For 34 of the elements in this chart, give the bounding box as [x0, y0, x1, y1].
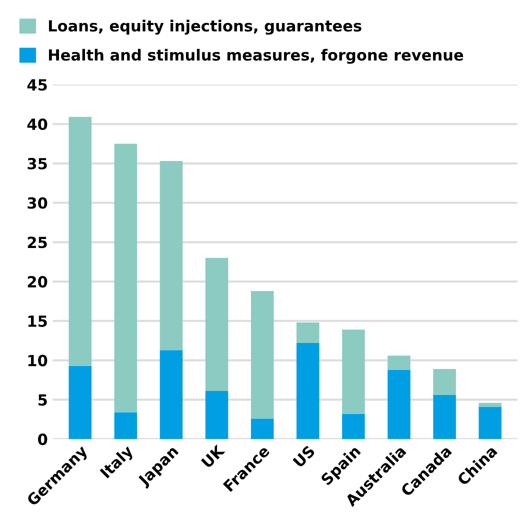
bar	[388, 370, 410, 440]
x-tick-label: US	[292, 444, 316, 468]
bar	[296, 322, 320, 343]
bar	[160, 161, 183, 350]
bar	[114, 144, 138, 412]
y-tick-label: 20	[28, 276, 48, 288]
bar	[388, 356, 410, 370]
y-tick-label: 25	[28, 236, 47, 248]
y-tick-label: 40	[27, 118, 48, 130]
bar	[342, 330, 365, 414]
y-tick-label: 0	[38, 434, 48, 446]
bar	[296, 342, 320, 440]
bar	[342, 414, 365, 440]
legend-label: Loans, equity injections, guarantees	[48, 20, 362, 35]
bar	[68, 366, 92, 440]
bar	[250, 418, 274, 440]
y-tick-label: 15	[28, 316, 47, 327]
bar	[250, 290, 274, 419]
bar	[205, 258, 228, 392]
bar	[433, 394, 456, 440]
bar	[160, 350, 183, 440]
bar	[478, 406, 502, 440]
bar	[114, 412, 138, 440]
bar	[205, 391, 228, 440]
x-tick-label: UK	[200, 444, 226, 468]
bar	[68, 116, 92, 366]
y-tick-label: 5	[38, 394, 47, 406]
bar	[478, 402, 502, 407]
y-tick-label: 30	[28, 197, 48, 209]
bar	[433, 368, 456, 395]
legend-label: Health and stimulus measures, forgone revenue	[48, 48, 464, 64]
y-tick-label: 45	[27, 79, 47, 91]
y-tick-label: 10	[28, 354, 48, 366]
y-tick-label: 35	[28, 158, 47, 170]
